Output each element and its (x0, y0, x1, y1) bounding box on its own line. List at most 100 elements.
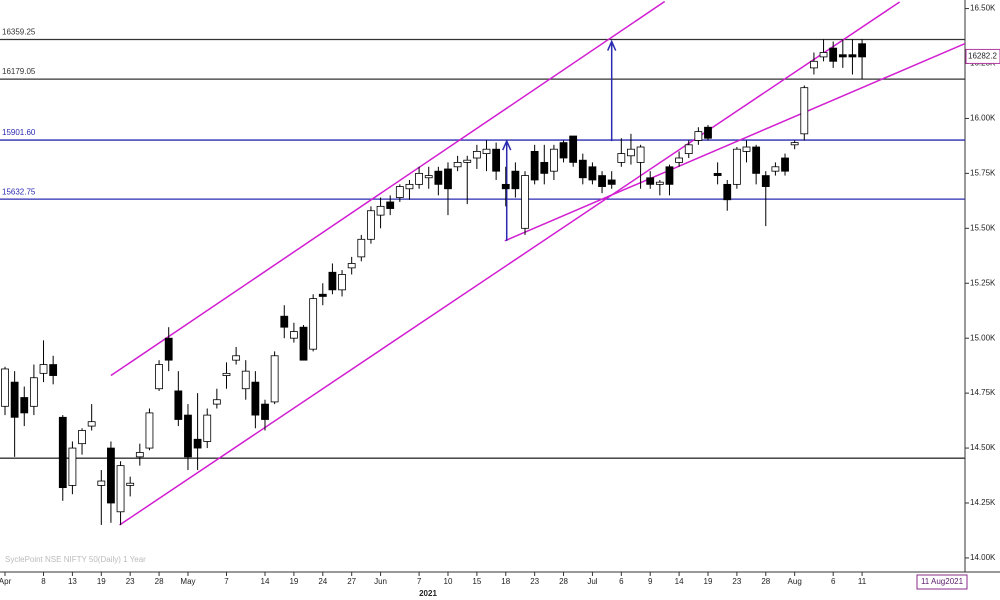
candle-body (704, 126, 712, 139)
candle-body (155, 364, 163, 390)
candle-body (203, 414, 212, 442)
candle-body (675, 157, 683, 163)
candle-body (771, 166, 780, 172)
candle-body (261, 403, 269, 420)
trend-line (110, 0, 666, 377)
candle-body (405, 183, 414, 190)
candle-body (241, 370, 250, 390)
date-box-text: 11 Aug2021 (921, 577, 964, 586)
x-tick-label: 19 (289, 577, 298, 586)
x-tick-label: 6 (831, 577, 836, 586)
candle-body (347, 263, 356, 269)
x-tick-label: 14 (261, 577, 270, 586)
candle-body (684, 144, 693, 155)
candle-body (251, 381, 260, 416)
candle-body (713, 172, 722, 176)
candle-body (559, 142, 568, 159)
candle-body (819, 52, 828, 58)
candle-body (444, 168, 452, 190)
candle-body (174, 390, 183, 420)
x-tick-label: 11 (858, 577, 867, 586)
y-tick-label: 16.50K (970, 4, 996, 13)
candle-body (1, 368, 9, 407)
y-tick-label: 15.25K (970, 278, 996, 287)
candle-body (829, 47, 838, 62)
level-label: 15901.60 (2, 128, 36, 137)
y-tick-label: 15.75K (970, 168, 996, 177)
x-tick-label: 27 (347, 577, 356, 586)
candle-body (107, 447, 115, 504)
candle-body (309, 298, 318, 350)
candle-body (463, 159, 472, 163)
x-tick-label: 10 (444, 577, 453, 586)
x-tick-label: 28 (559, 577, 568, 586)
candle-body (636, 146, 645, 163)
candle-body (521, 175, 529, 229)
candle-body (87, 421, 96, 427)
y-tick-label: 15.50K (970, 223, 996, 232)
candle-body (742, 146, 751, 152)
candle-body (232, 355, 241, 361)
candle-body (627, 148, 635, 157)
watermark: SyclePoint NSE NIFTY 50(Daily) 1 Year (5, 555, 146, 564)
candle-body (530, 151, 539, 181)
x-tick-label: 24 (318, 577, 327, 586)
x-tick-label: 15 (472, 577, 481, 586)
trend-line (504, 42, 965, 242)
x-tick-label: Apr (0, 577, 12, 586)
candle-body (569, 135, 578, 163)
candle-body (578, 159, 587, 179)
candle-body (318, 293, 327, 297)
candle-body (338, 274, 346, 291)
candle-body (838, 54, 847, 58)
x-axis-label: 2021 (419, 589, 437, 598)
x-tick-label: 8 (41, 577, 46, 586)
candle-body (212, 399, 221, 405)
candle-body (164, 337, 173, 361)
x-tick-label: 23 (126, 577, 135, 586)
candle-body (328, 271, 337, 291)
candle-body (193, 438, 202, 449)
candle-body (395, 186, 404, 198)
candle-body (29, 377, 38, 407)
x-tick-label: 18 (501, 577, 510, 586)
trend-line (119, 1, 901, 526)
y-tick-label: 15.00K (970, 333, 996, 342)
candle-body (386, 201, 395, 209)
candle-body (78, 430, 86, 445)
x-tick-label: Jun (374, 577, 387, 586)
candle-body (810, 60, 818, 69)
arrow-head (502, 139, 512, 151)
y-tick-label: 14.75K (970, 388, 996, 397)
candle-body (270, 355, 279, 403)
x-tick-label: Aug (788, 577, 802, 586)
candle-body (752, 146, 761, 174)
candle-body (453, 161, 462, 168)
candle-body (10, 381, 19, 418)
y-tick-label: 14.00K (970, 553, 996, 562)
candle-body (135, 452, 144, 458)
candle-body (761, 175, 770, 187)
candle-body (145, 412, 154, 449)
x-tick-label: 7 (224, 577, 229, 586)
candle-body (540, 161, 549, 174)
candle-body (598, 175, 606, 187)
candle-body (97, 480, 106, 486)
candle-body (20, 397, 29, 414)
candle-body (665, 166, 674, 185)
x-tick-label: 28 (761, 577, 770, 586)
candle-body (184, 414, 192, 458)
candle-body (617, 153, 626, 163)
candle-body (222, 372, 231, 376)
candle-body (732, 148, 741, 185)
x-tick-label: 19 (704, 577, 713, 586)
candle-body (588, 166, 597, 181)
candle-body (280, 315, 289, 328)
x-tick-label: May (180, 577, 195, 586)
candle-body (492, 148, 501, 172)
candle-body (858, 43, 866, 58)
y-tick-label: 14.50K (970, 443, 996, 452)
candle-body (376, 205, 385, 216)
x-tick-label: 6 (619, 577, 624, 586)
